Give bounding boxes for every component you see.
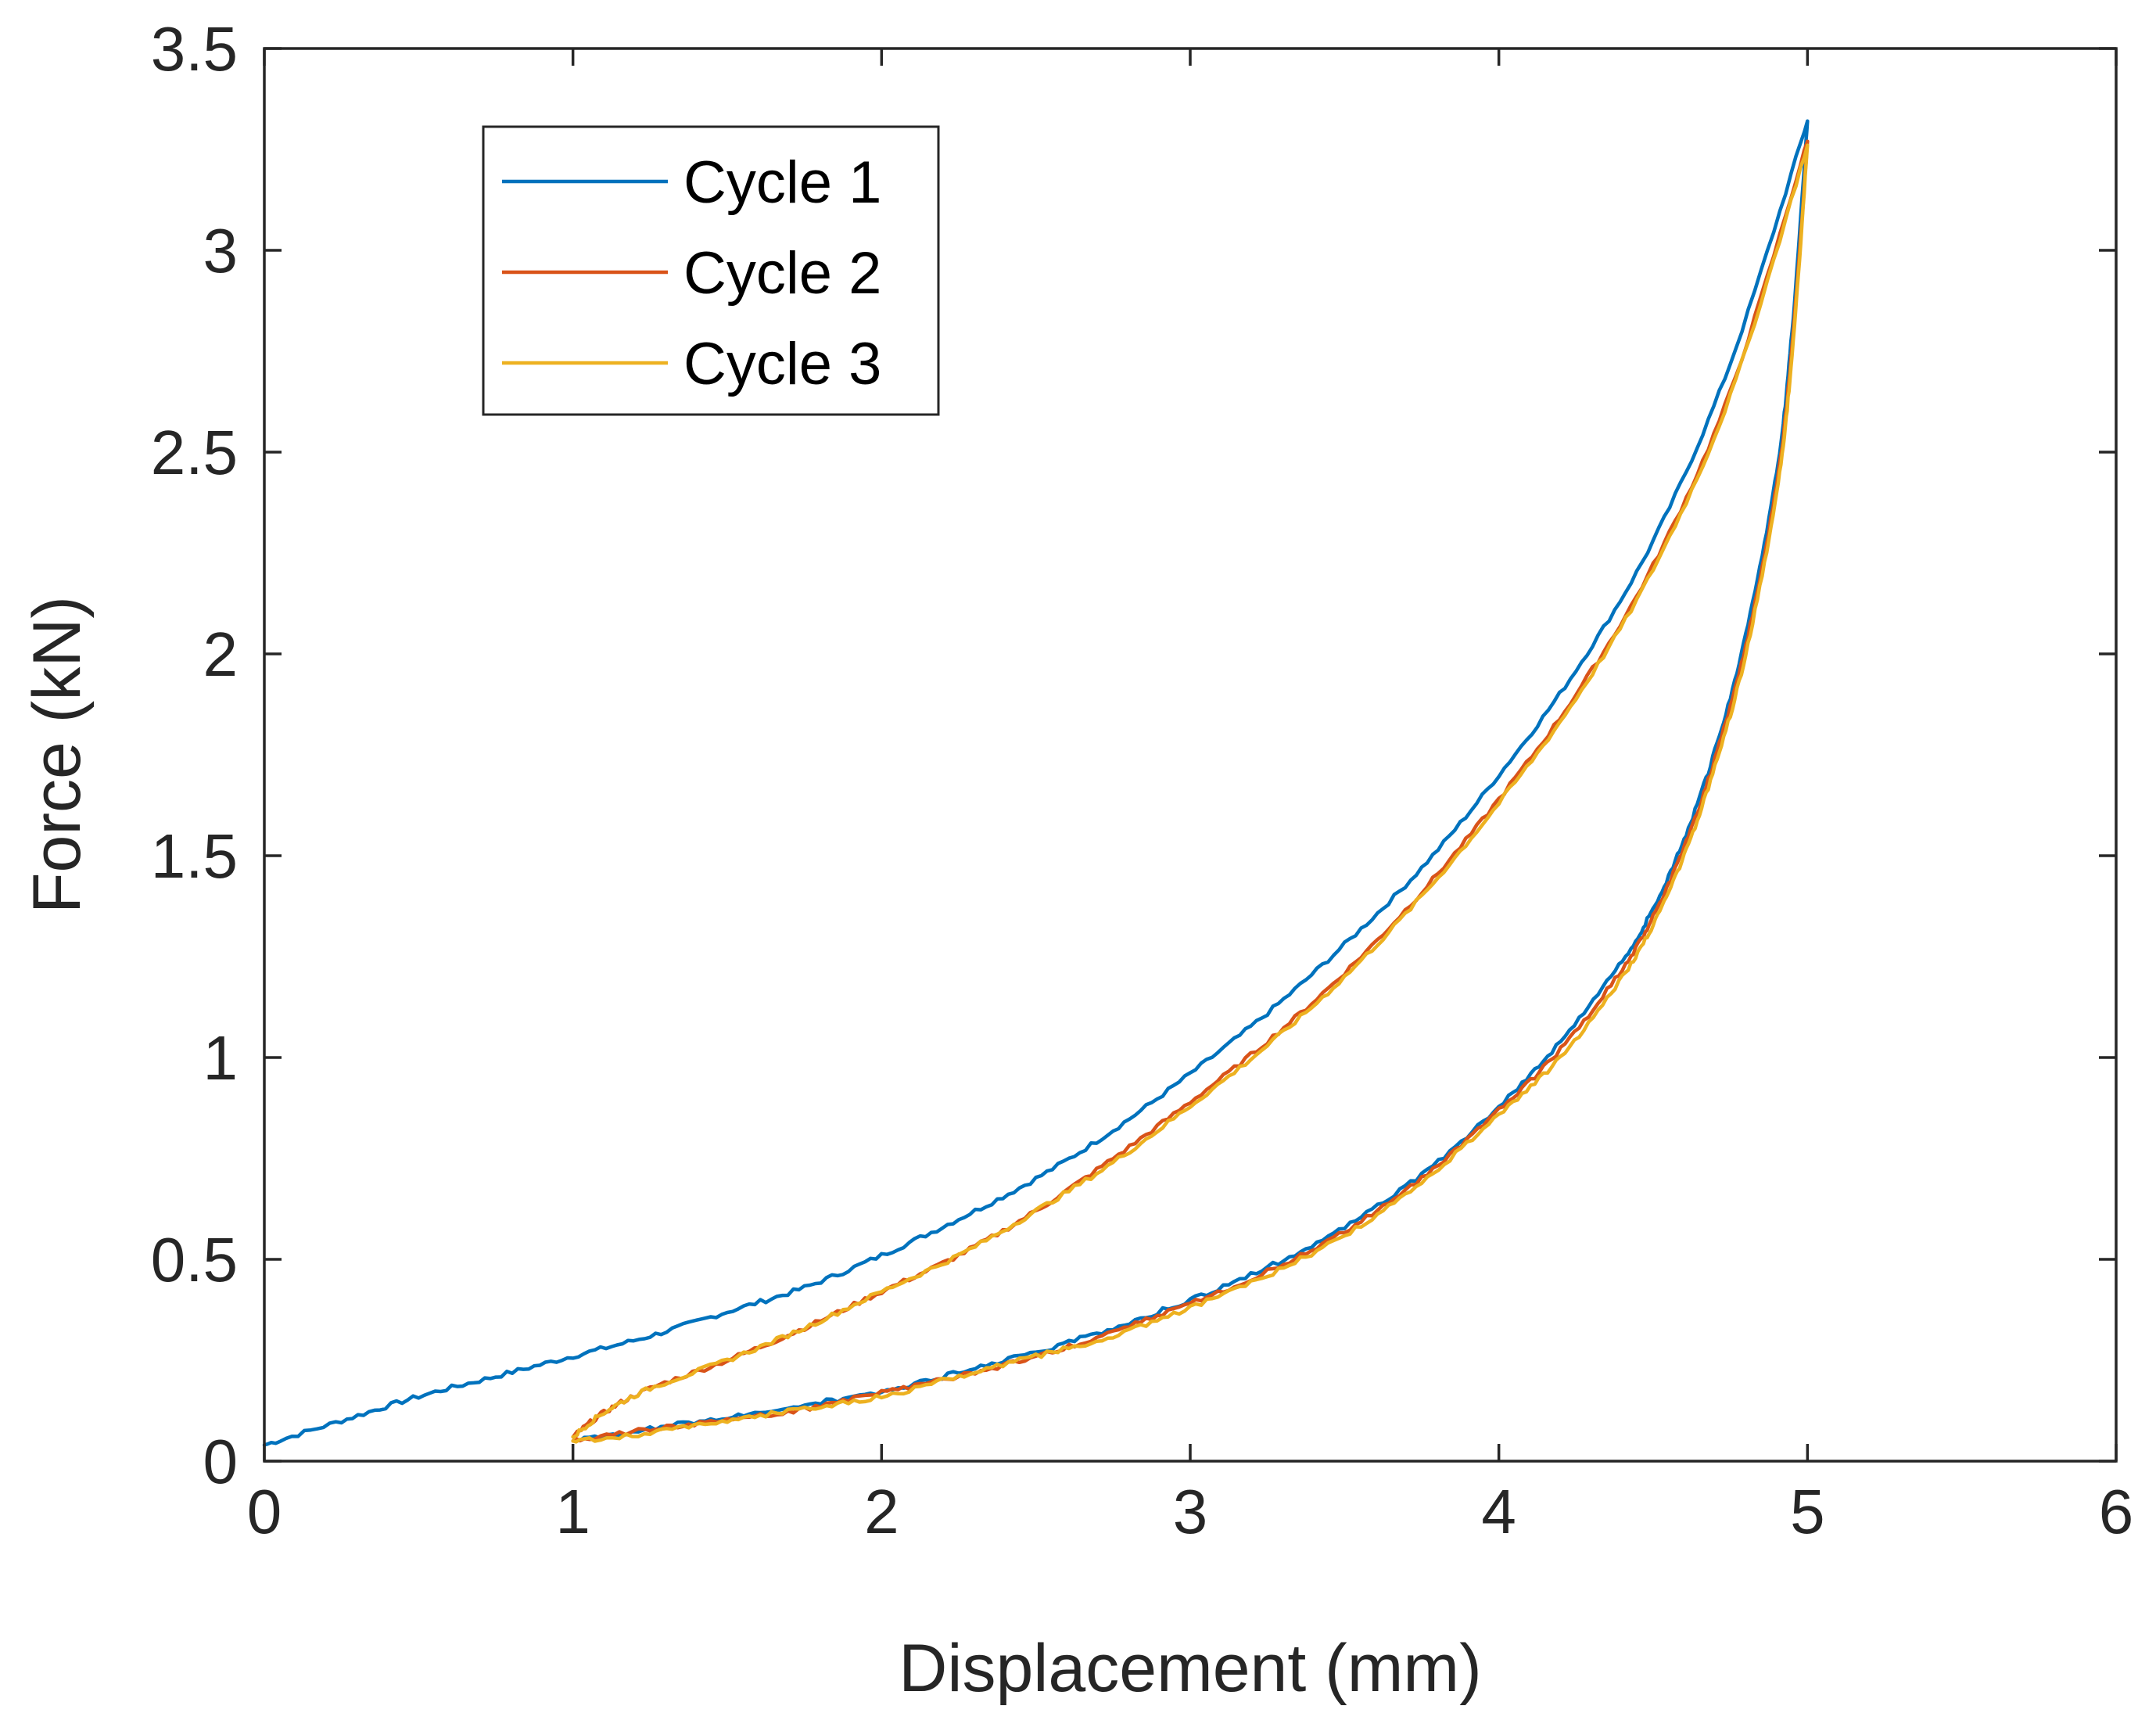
y-tick-label: 2 xyxy=(203,619,239,689)
x-tick-label: 3 xyxy=(1173,1477,1208,1546)
x-tick-label: 6 xyxy=(2099,1477,2134,1546)
y-tick-label: 3 xyxy=(203,216,239,286)
y-tick-label: 2.5 xyxy=(151,418,238,487)
legend-label-cycle-1: Cycle 1 xyxy=(683,149,881,216)
legend-label-cycle-3: Cycle 3 xyxy=(683,331,881,397)
y-tick-label: 1.5 xyxy=(151,821,238,891)
series-line-cycle-3-loading xyxy=(571,143,1810,1439)
y-tick-label: 3.5 xyxy=(151,14,238,84)
y-tick-label: 1 xyxy=(203,1023,239,1093)
x-tick-label: 0 xyxy=(247,1477,282,1546)
x-tick-label: 1 xyxy=(555,1477,590,1546)
legend-label-cycle-2: Cycle 2 xyxy=(683,240,881,307)
y-tick-label: 0 xyxy=(203,1427,239,1496)
series-line-cycle-1-loading xyxy=(262,119,1810,1447)
series-line-cycle-3-unloading xyxy=(571,143,1810,1444)
series-line-cycle-2-unloading xyxy=(571,139,1810,1443)
y-tick-label: 0.5 xyxy=(151,1225,238,1295)
x-tick-label: 2 xyxy=(864,1477,899,1546)
ticks-layer: 0 1 2 3 4 5 6 0 0.5 1 1.5 2 2.5 3 3.5 xyxy=(151,14,2133,1546)
x-tick-label: 4 xyxy=(1481,1477,1516,1546)
x-axis-label: Displacement (mm) xyxy=(899,1631,1481,1706)
series-layer xyxy=(262,119,1810,1447)
y-axis-label: Force (kN) xyxy=(20,596,95,914)
legend: Cycle 1 Cycle 2 Cycle 3 xyxy=(482,125,940,416)
x-tick-label: 5 xyxy=(1790,1477,1825,1546)
